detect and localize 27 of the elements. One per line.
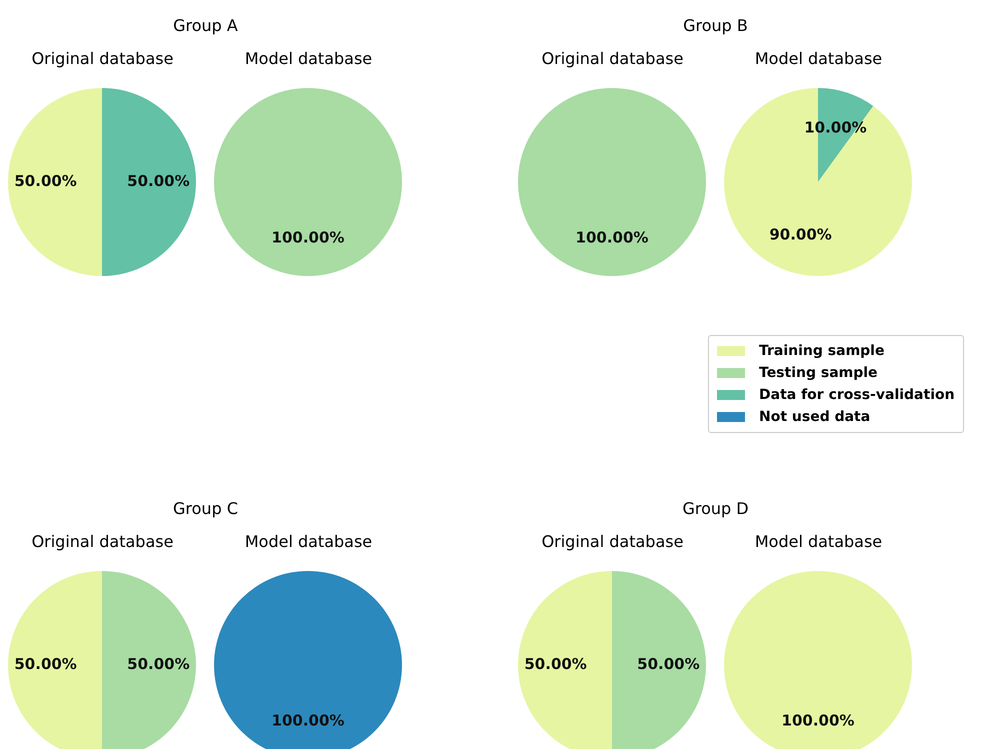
data-label: 90.00% (769, 226, 832, 244)
chart-subtitle: Model database (754, 532, 884, 551)
legend-label: Data for cross-validation (759, 387, 955, 403)
data-label: 100.00% (576, 228, 648, 246)
legend-label: Not used data (759, 409, 870, 425)
data-label: 100.00% (272, 711, 344, 730)
data-label: 50.00% (127, 172, 190, 190)
chart-subtitle: Model database (244, 49, 374, 68)
chart-subtitle: Original database (30, 49, 174, 68)
chart-subtitle: Original database (540, 532, 684, 551)
data-label: 100.00% (272, 228, 344, 246)
chart-title: Group C (172, 499, 239, 518)
data-label: 50.00% (637, 654, 700, 673)
chart-subtitle: Original database (30, 532, 174, 551)
data-label: 50.00% (14, 654, 77, 673)
data-label: 50.00% (14, 172, 77, 190)
chart-subtitle: Model database (244, 532, 374, 551)
chart-title: Group A (172, 16, 239, 35)
data-label: 50.00% (127, 654, 190, 673)
chart-subtitle: Original database (540, 49, 684, 68)
chart-title: Group D (681, 499, 750, 518)
chart-title: Group B (682, 16, 749, 35)
legend-label: Testing sample (759, 365, 878, 381)
data-label: 50.00% (524, 654, 587, 673)
data-label: 100.00% (782, 711, 854, 730)
legend-label: Training sample (759, 343, 884, 359)
chart-subtitle: Model database (754, 49, 884, 68)
